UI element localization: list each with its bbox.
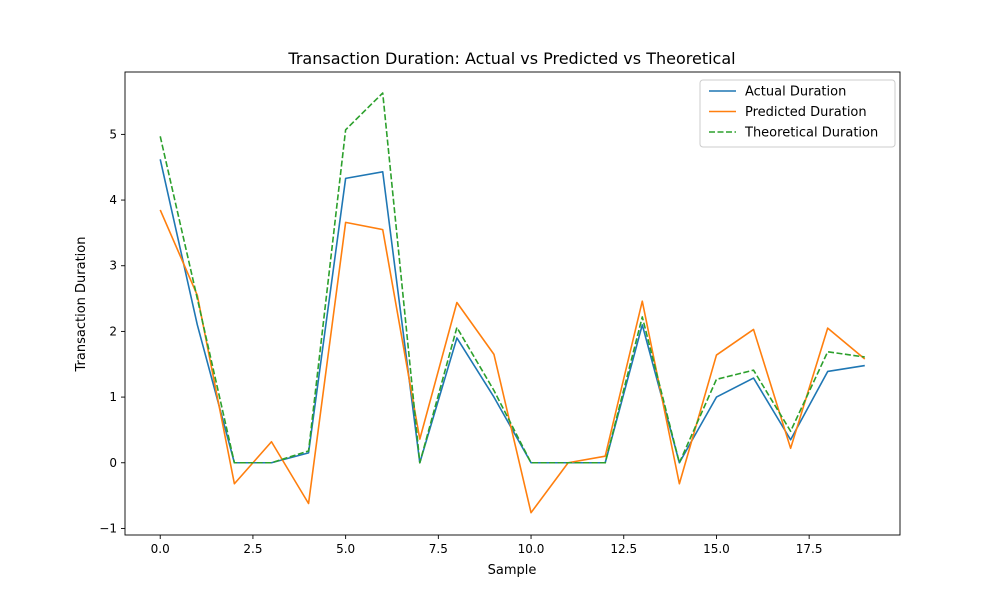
x-axis-label: Sample	[488, 563, 537, 578]
series-line-2	[159, 209, 866, 514]
x-tick-label: 10.0	[518, 542, 545, 556]
legend: Actual Duration Predicted Duration Theoret…	[699, 79, 896, 148]
x-tick-label: 7.5	[429, 542, 448, 556]
y-tick-label: 5	[109, 127, 117, 141]
legend-label-1: Actual Duration	[745, 85, 846, 100]
x-tick-label: 0.0	[151, 542, 170, 556]
x-tick-label: 15.0	[703, 542, 730, 556]
plot-area	[125, 72, 900, 535]
y-tick-label: −1	[99, 521, 117, 535]
plot-background	[125, 72, 900, 535]
series-line-3	[159, 92, 865, 464]
axes-layer: 0.0 2.5 5.0 7.5 10.0 12.5 15.0 17.5 −1 0 1 2 3 4 5	[99, 71, 901, 556]
x-tick-label: 17.5	[796, 542, 823, 556]
y-tick-label: 3	[109, 259, 117, 273]
y-tick-label: 2	[109, 324, 117, 338]
axes-frame	[124, 71, 901, 536]
chart-title: Transaction Duration: Actual vs Predicte…	[287, 49, 735, 68]
series-layer	[159, 92, 866, 514]
y-tick-label: 4	[109, 193, 117, 207]
x-tick-label: 5.0	[336, 542, 355, 556]
legend-label-3: Theoretical Duration	[744, 126, 878, 141]
legend-label-2: Predicted Duration	[745, 105, 867, 120]
y-axis-label: Transaction Duration	[74, 237, 89, 373]
y-tick-label: 1	[109, 390, 117, 404]
x-tick-label: 12.5	[610, 542, 637, 556]
y-tick-label: 0	[109, 456, 117, 470]
x-tick-label: 2.5	[243, 542, 262, 556]
legend-box	[699, 79, 896, 148]
